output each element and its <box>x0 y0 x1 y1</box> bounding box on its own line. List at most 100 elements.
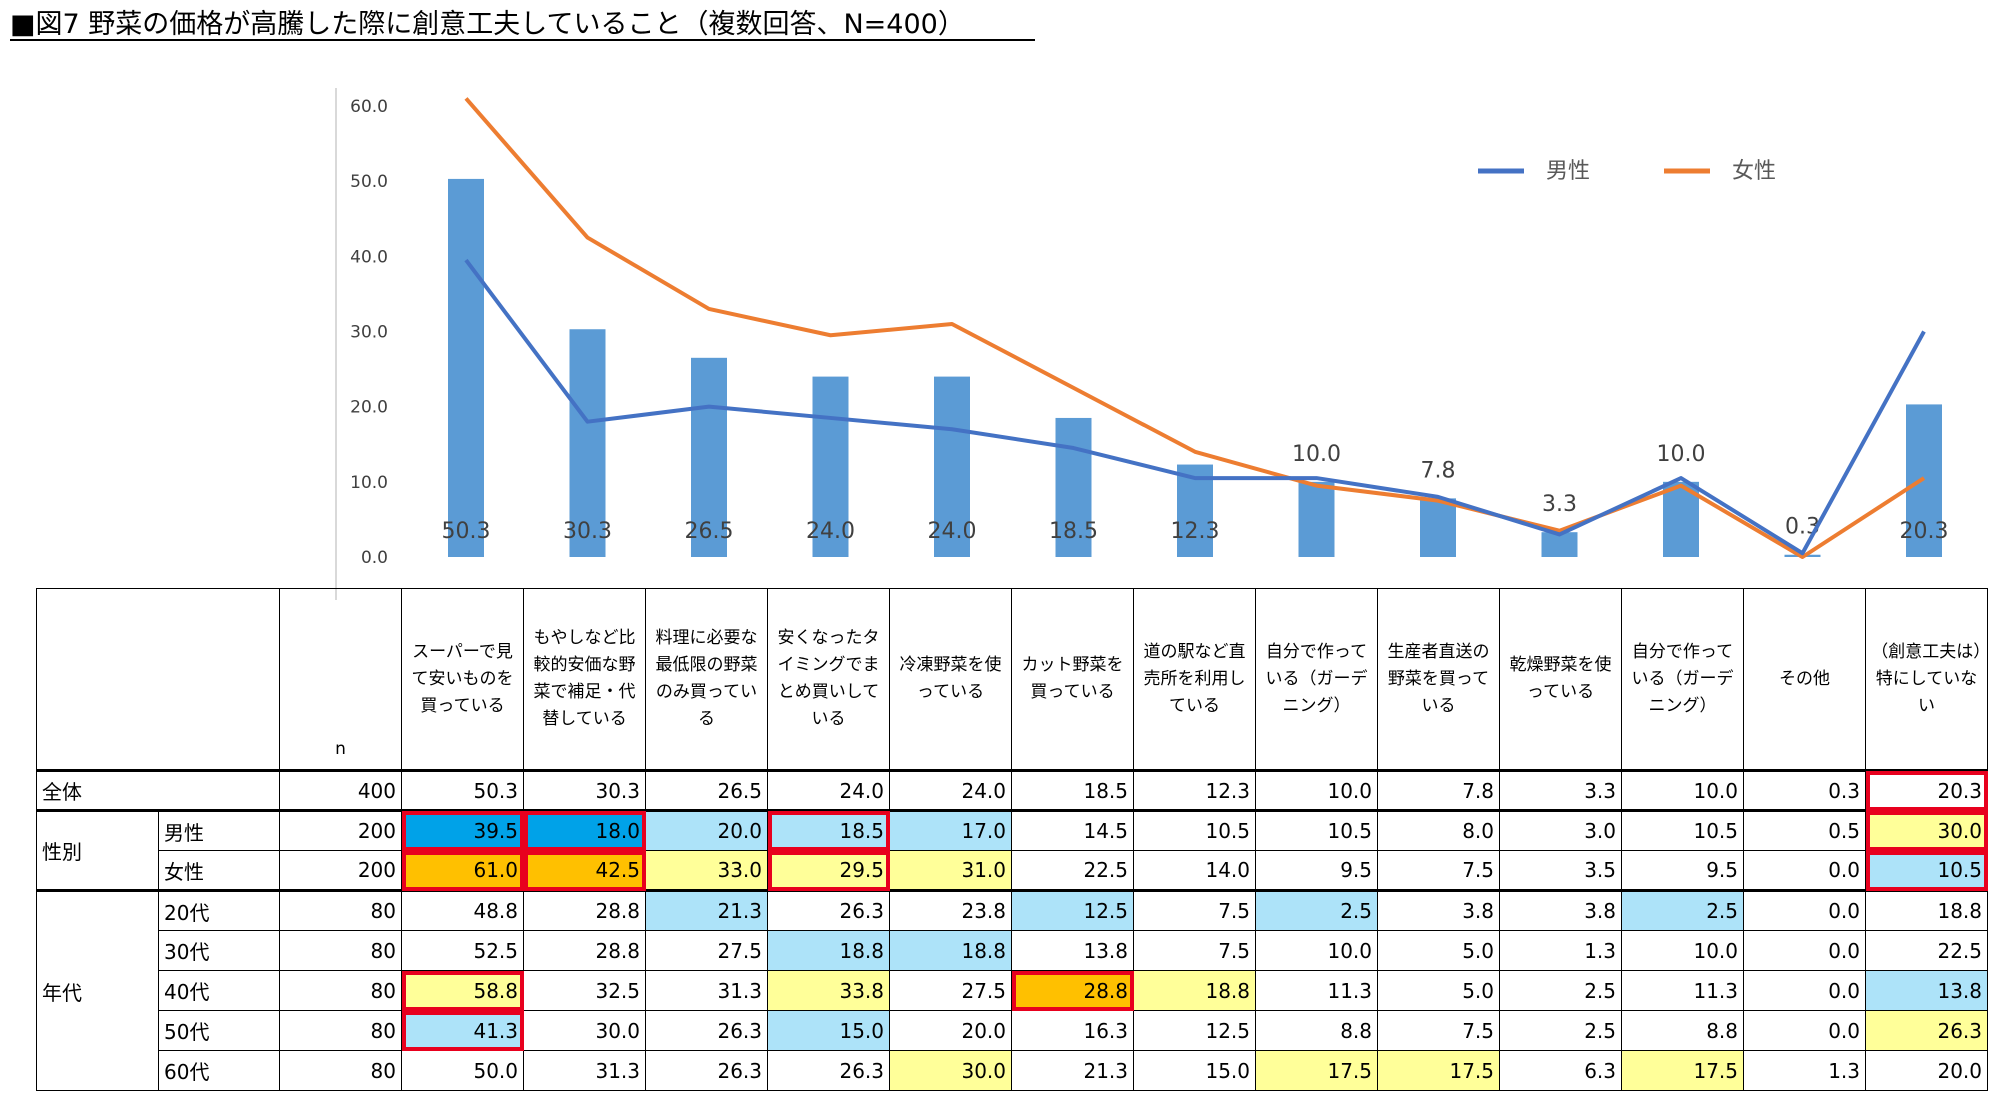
table-cell: 10.0 <box>1621 769 1744 811</box>
table-cell: 6.3 <box>1499 1050 1622 1091</box>
row-n: 80 <box>279 1050 402 1091</box>
bar <box>1055 417 1092 557</box>
column-header: スーパーで見て安いものを買っている <box>401 588 524 771</box>
table-cell: 27.5 <box>889 970 1012 1011</box>
table-cell: 2.5 <box>1255 889 1378 931</box>
table-cell: 3.0 <box>1499 809 1622 851</box>
table-cell: 20.0 <box>1865 1050 1988 1091</box>
table-cell: 39.5 <box>401 809 524 851</box>
table-cell: 2.5 <box>1621 889 1744 931</box>
table-cell: 7.5 <box>1377 1010 1500 1051</box>
chart: 0.0 10.0 20.0 30.0 40.0 50.0 60.0 50.3 30.3 26.5… <box>335 88 1949 600</box>
bar <box>1298 481 1335 557</box>
row-n: 200 <box>279 809 402 851</box>
row-n: 80 <box>279 970 402 1011</box>
row-n: 200 <box>279 850 402 891</box>
table-cell: 11.3 <box>1255 970 1378 1011</box>
table-cell: 41.3 <box>401 1010 524 1051</box>
table-cell: 42.5 <box>523 850 646 891</box>
table-cell: 48.8 <box>401 889 524 931</box>
table-cell: 26.3 <box>645 1050 768 1091</box>
table-cell: 26.3 <box>645 1010 768 1051</box>
table-cell: 31.3 <box>645 970 768 1011</box>
table-cell: 18.8 <box>1133 970 1256 1011</box>
table-cell: 17.5 <box>1255 1050 1378 1091</box>
table-cell: 14.0 <box>1133 850 1256 891</box>
table-cell: 3.8 <box>1377 889 1500 931</box>
y-tick-label: 60.0 <box>350 97 388 117</box>
table-cell: 2.5 <box>1499 970 1622 1011</box>
data-table: n スーパーで見て安いものを買っている もやしなど比較的安価な野菜で補足・代替してい… <box>36 588 1988 1091</box>
table-row: 50代 80 41.3 30.0 26.3 15.0 20.0 16.3 12.5 8.8 7.5 2… <box>37 1010 1988 1051</box>
row-group-label: 全体 <box>36 769 280 811</box>
table-cell: 17.5 <box>1621 1050 1744 1091</box>
table-row: 全体 400 50.3 30.3 26.5 24.0 24.0 18.5 12.3 10.0 7.8… <box>36 769 1988 811</box>
row-label: 40代 <box>158 970 280 1011</box>
table-row: 30代 80 52.5 28.8 27.5 18.8 18.8 13.8 7.5 10.0 5.0 1… <box>37 930 1988 971</box>
table-cell: 33.0 <box>645 850 768 891</box>
bar <box>1906 404 1942 557</box>
table-cell: 28.8 <box>1011 970 1134 1011</box>
row-label: 60代 <box>158 1050 280 1091</box>
table-cell: 18.5 <box>1011 769 1134 811</box>
table-cell: 11.3 <box>1621 970 1744 1011</box>
bar-value-label: 30.3 <box>563 519 612 544</box>
y-tick-label: 40.0 <box>350 247 388 267</box>
bar-value-label: 10.0 <box>1657 442 1706 467</box>
y-tick-label: 0.0 <box>361 548 388 568</box>
bar <box>812 376 849 557</box>
table-cell: 10.0 <box>1255 930 1378 971</box>
table-cell: 8.0 <box>1377 809 1500 851</box>
table-cell: 50.3 <box>401 769 524 811</box>
table-cell: 12.5 <box>1133 1010 1256 1051</box>
table-cell: 31.0 <box>889 850 1012 891</box>
table-cell: 8.8 <box>1621 1010 1744 1051</box>
table-cell: 30.0 <box>889 1050 1012 1091</box>
column-header: 道の駅など直売所を利用している <box>1133 588 1256 771</box>
table-cell: 18.8 <box>889 930 1012 971</box>
bar-value-label: 20.3 <box>1900 519 1949 544</box>
table-row: 60代 80 50.0 31.3 26.3 26.3 30.0 21.3 15.0 17.5 17.… <box>37 1050 1988 1091</box>
column-header: カット野菜を買っている <box>1011 588 1134 771</box>
row-group-label: 性別 <box>36 809 159 891</box>
table-cell: 16.3 <box>1011 1010 1134 1051</box>
row-label: 50代 <box>158 1010 280 1051</box>
table-cell: 30.3 <box>523 769 646 811</box>
column-header: その他 <box>1743 588 1866 771</box>
column-header: 冷凍野菜を使っている <box>889 588 1012 771</box>
table-cell: 18.8 <box>1865 889 1988 931</box>
row-label: 男性 <box>158 809 280 851</box>
table-cell: 7.5 <box>1133 930 1256 971</box>
table-cell: 21.3 <box>645 889 768 931</box>
bar-value-label: 12.3 <box>1171 519 1220 544</box>
table-cell: 17.0 <box>889 809 1012 851</box>
table-cell: 0.5 <box>1743 809 1866 851</box>
row-n: 80 <box>279 889 402 931</box>
table-cell: 20.0 <box>889 1010 1012 1051</box>
row-group-label: 年代 <box>36 889 159 1091</box>
table-cell: 0.0 <box>1743 1010 1866 1051</box>
y-tick-label: 20.0 <box>350 398 388 418</box>
table-cell: 0.3 <box>1743 769 1866 811</box>
table-cell: 33.8 <box>767 970 890 1011</box>
y-tick-label: 30.0 <box>350 323 388 343</box>
series-line-male <box>464 258 1926 556</box>
row-label: 20代 <box>158 889 280 931</box>
table-cell: 22.5 <box>1011 850 1134 891</box>
bar-value-label: 18.5 <box>1049 519 1098 544</box>
table-cell: 24.0 <box>889 769 1012 811</box>
header-n: n <box>279 588 402 771</box>
table-cell: 52.5 <box>401 930 524 971</box>
table-cell: 28.8 <box>523 930 646 971</box>
header-blank <box>36 588 159 771</box>
table-cell: 10.5 <box>1621 809 1744 851</box>
table-cell: 9.5 <box>1255 850 1378 891</box>
column-header: 自分で作っている（ガーデニング） <box>1255 588 1378 771</box>
bar-value-label: 26.5 <box>685 519 734 544</box>
table-cell: 3.3 <box>1499 769 1622 811</box>
table-cell: 17.5 <box>1377 1050 1500 1091</box>
table-row: 年代 20代 80 48.8 28.8 21.3 26.3 23.8 12.5 7.5 2.5 3.8… <box>36 889 1988 1091</box>
column-header: 自分で作っている（ガーデニング） <box>1621 588 1744 771</box>
table-cell: 5.0 <box>1377 970 1500 1011</box>
table-cell: 20.3 <box>1865 769 1988 811</box>
